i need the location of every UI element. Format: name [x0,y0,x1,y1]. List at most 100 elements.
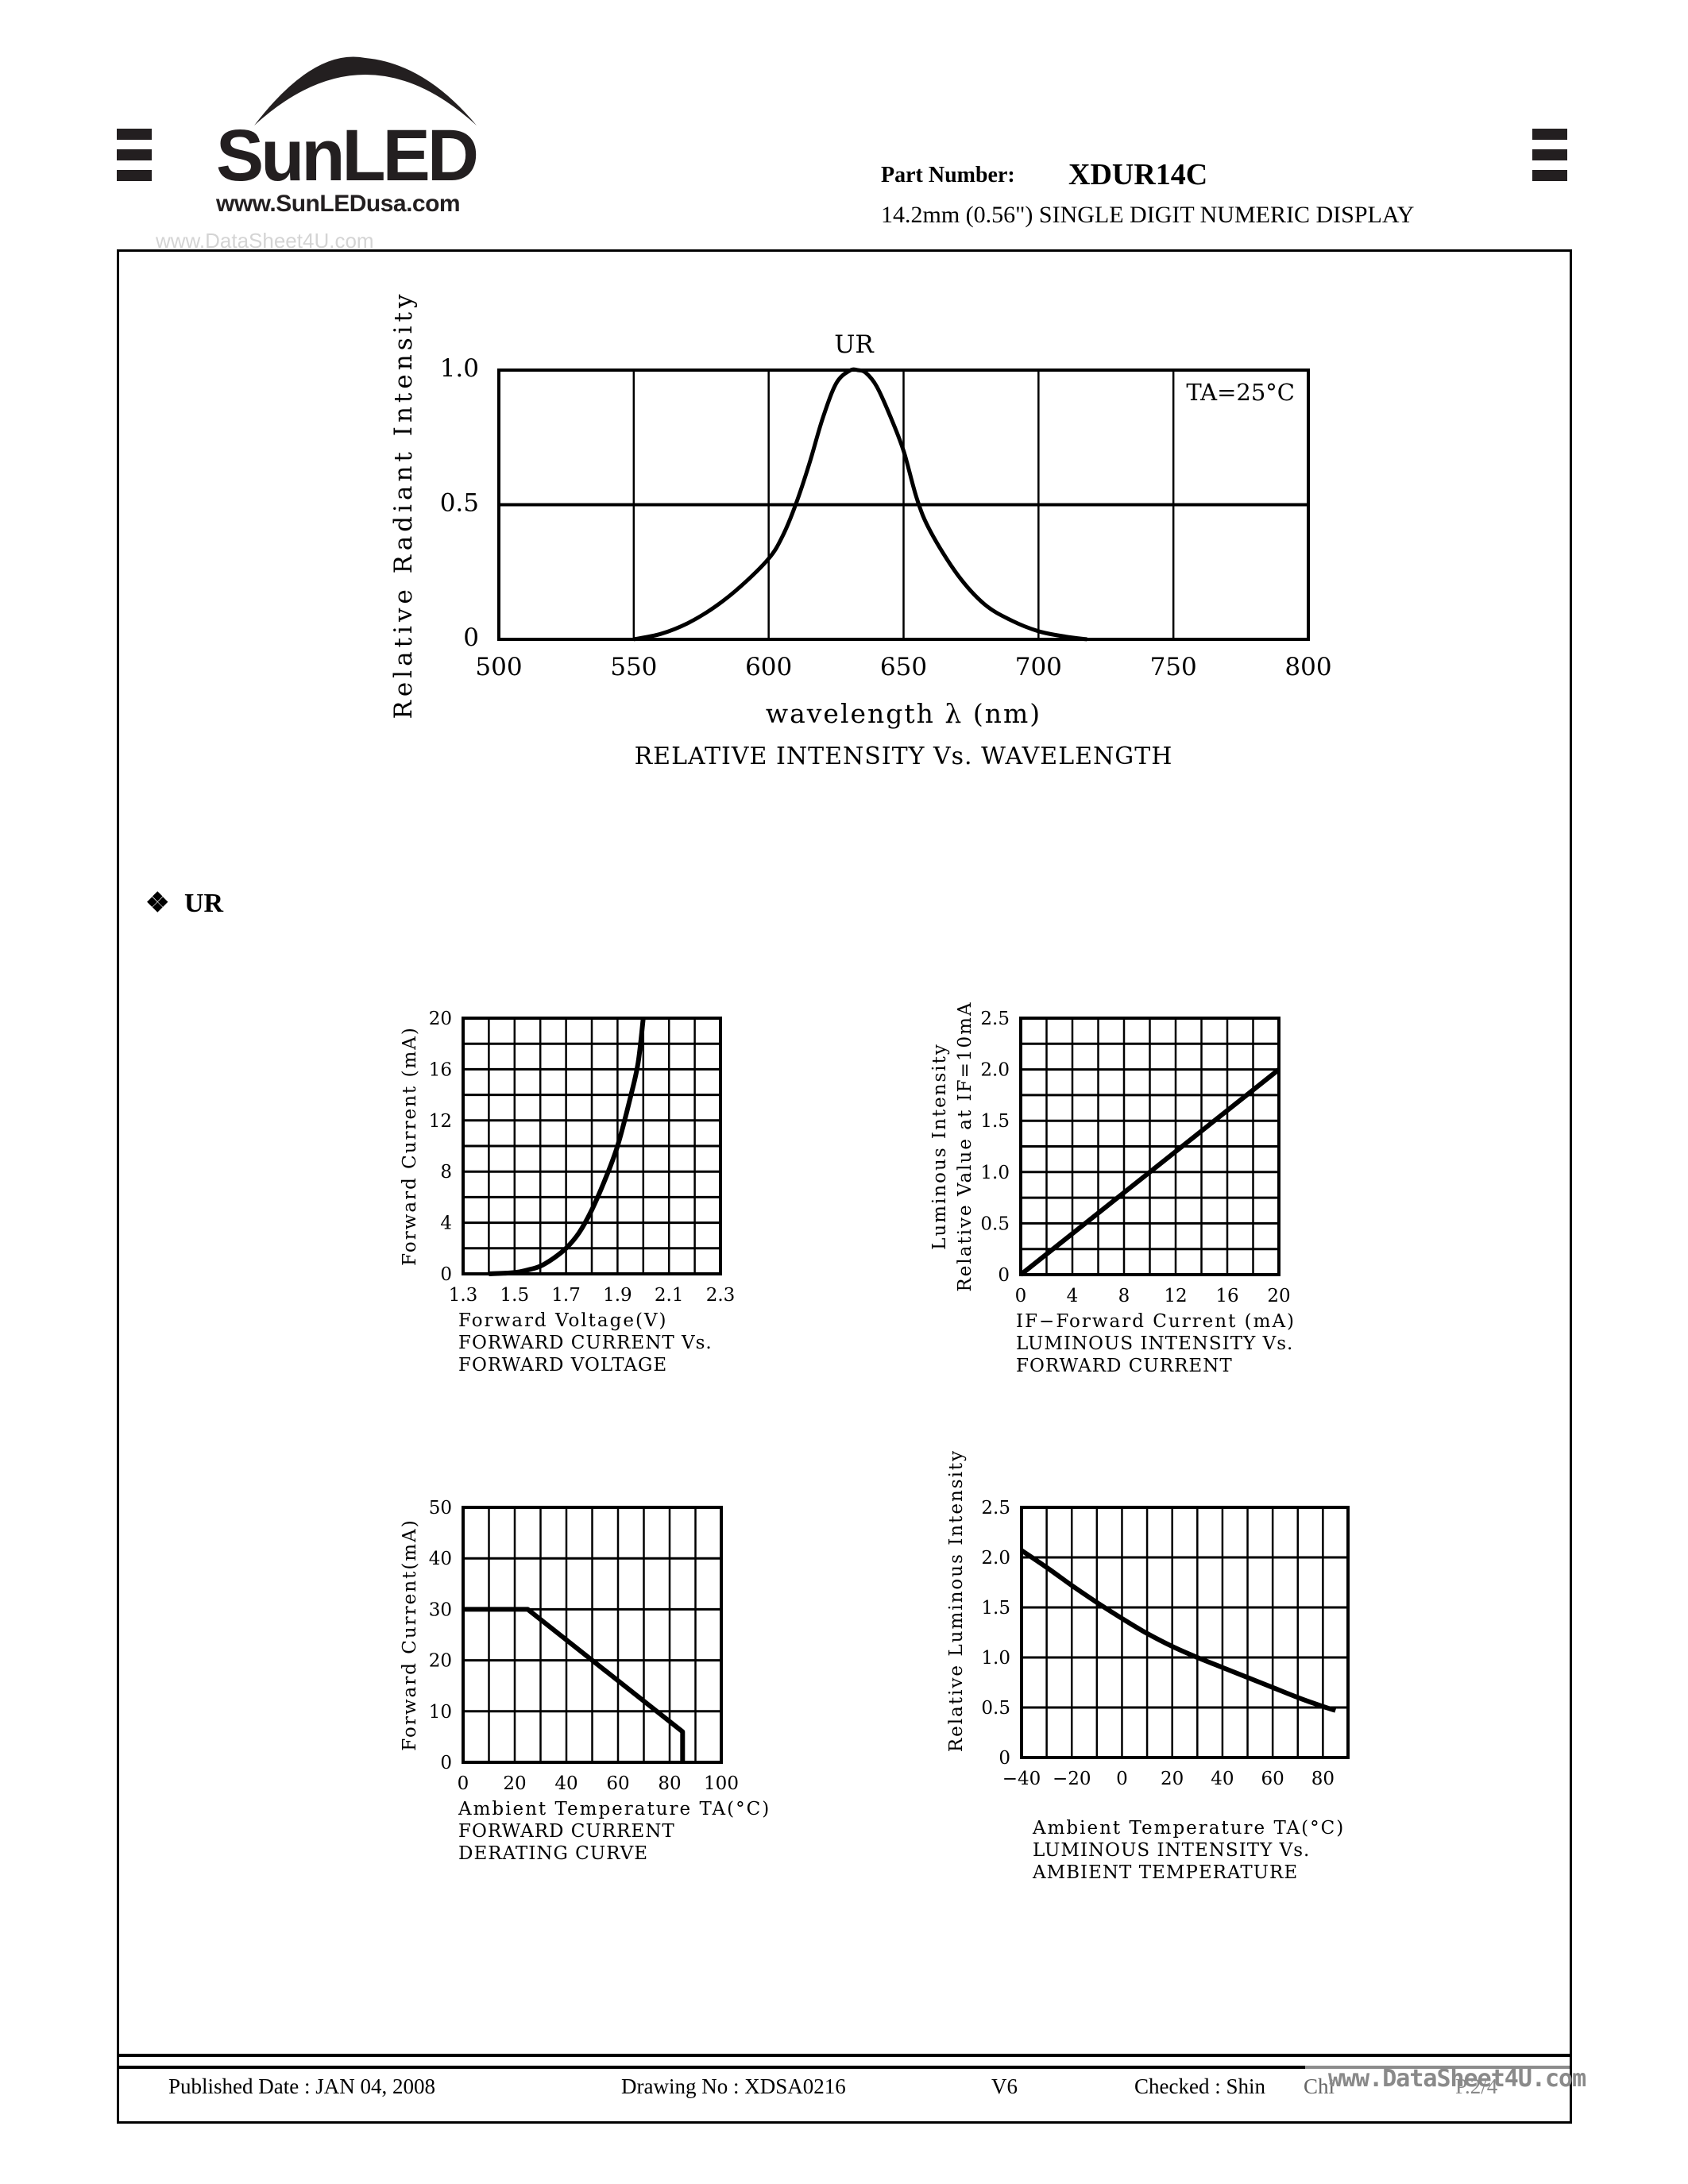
header-mark-right-2 [1532,149,1567,160]
x-tick-label: 80 [658,1773,681,1794]
y-tick-label: 16 [429,1059,452,1080]
y-tick-label: 2.5 [981,1498,1010,1518]
y-tick-label: 0 [999,1748,1010,1769]
part-number: XDUR14C [1068,158,1208,191]
data-curve [463,1607,686,1762]
diamond-bullet-icon: ❖ [145,889,170,918]
y-axis-label: Luminous Intensity [929,1043,950,1250]
y-axis-label: Forward Current (mA) [400,1026,420,1266]
chart-spectrum: 500 550 600 650 700 750 800 0 0.5 1.0 Relative Rad… [389,291,1332,771]
x-tick-label: 40 [554,1773,577,1794]
logo: SunLED [216,115,479,196]
x-tick-label: 12 [1164,1286,1187,1306]
x-tick-label: 20 [1161,1769,1184,1789]
chart-derating: 0 20 40 60 80 100 0 10 20 30 40 50 Forward Current(m… [400,1498,771,1864]
y-axis-label: Forward Current(mA) [400,1518,420,1750]
x-tick-label: 80 [1311,1769,1335,1789]
x-tick-label: 750 [1150,653,1197,681]
header-mark-right-1 [1532,129,1567,140]
y-tick-label: 1.5 [981,1598,1010,1619]
y-tick-label: 2.5 [980,1009,1010,1029]
x-tick-label: 60 [1261,1769,1284,1789]
y-tick-label: 50 [429,1498,452,1518]
drawing-number: Drawing No : XDSA0216 [621,2074,846,2098]
y-tick-label: 4 [440,1214,452,1234]
x-tick-label: 16 [1215,1286,1238,1306]
y-tick-label: 0 [463,623,479,652]
x-tick-label: 2.3 [706,1285,736,1306]
x-tick-label: 8 [1118,1286,1130,1306]
x-axis-label: Ambient Temperature TA(°C) [458,1799,771,1819]
page-frame [117,249,1572,2124]
y-tick-label: 1.0 [440,354,479,383]
x-tick-label: 550 [610,653,657,681]
y-tick-label: 0 [440,1753,452,1773]
y-tick-label: 1.0 [981,1648,1010,1669]
data-curve [489,1017,646,1276]
chart-title: FORWARD VOLTAGE [458,1355,667,1376]
y-tick-label: 20 [429,1651,452,1672]
x-tick-label: 1.9 [603,1285,632,1306]
chart-title: LUMINOUS INTENSITY Vs. [1016,1333,1293,1354]
x-tick-label: 500 [475,653,522,681]
part-number-label: Part Number: [881,163,1015,187]
y-axis-label: Relative Luminous Intensity [946,1449,967,1752]
x-axis-label: Ambient Temperature TA(°C) [1032,1818,1345,1839]
x-tick-label: 800 [1284,653,1331,681]
y-axis-label: Relative Radiant Intensity [389,291,418,720]
x-axis-label: IF−Forward Current (mA) [1016,1311,1296,1332]
section-heading: ❖ UR [145,887,223,919]
chart-title: RELATIVE INTENSITY Vs. WAVELENGTH [635,743,1173,770]
x-tick-label: 1.5 [500,1285,530,1306]
x-tick-label: 600 [745,653,792,681]
chart-title: LUMINOUS INTENSITY Vs. [1033,1840,1310,1861]
x-tick-label: 2.1 [655,1285,684,1306]
logo-arc-icon [254,56,477,125]
chart-title: FORWARD CURRENT Vs. [458,1333,713,1353]
chart-title: AMBIENT TEMPERATURE [1032,1862,1298,1883]
logo-url[interactable]: www.SunLEDusa.com [216,191,461,217]
header-mark-left-3 [117,170,152,181]
data-curve [1020,1548,1337,1713]
y-tick-label: 8 [440,1162,452,1183]
temperature-annotation: TA=25°C [1186,379,1295,406]
chart-title: FORWARD CURRENT [1016,1356,1233,1376]
x-tick-label: 60 [606,1773,629,1794]
header-mark-left-2 [117,149,152,160]
x-tick-label: 1.7 [551,1285,581,1306]
x-tick-label: 20 [1267,1286,1290,1306]
x-tick-label: 100 [704,1773,739,1794]
chart-iv: 1.3 1.5 1.7 1.9 2.1 2.3 0 4 8 12 16 20 Forward Curre… [400,1009,735,1376]
plot-frame [1020,1506,1350,1759]
x-axis-label: wavelength λ (nm) [766,698,1041,729]
y-tick-label: 2.0 [980,1060,1010,1081]
y-tick-label: 30 [429,1599,452,1620]
data-curve [1019,1067,1280,1277]
chart-li: 0 4 8 12 16 20 0 0.5 1.0 1.5 2.0 2.5 Luminous Intens… [929,1001,1296,1376]
y-tick-label: 0 [440,1264,452,1285]
y-tick-label: 0 [998,1265,1010,1286]
x-tick-label: 700 [1015,653,1062,681]
checked-by-suffix: Chi [1304,2074,1335,2098]
data-curve [633,367,1087,642]
x-tick-label: 0 [458,1773,469,1794]
header-mark-left-1 [117,129,152,140]
y-tick-label: 1.5 [980,1111,1010,1132]
chart-lt: −40 −20 0 20 40 60 80 0 0.5 1.0 1.5 2.0 2.5 Relative … [946,1449,1350,1883]
y-tick-label: 0.5 [980,1214,1010,1234]
y-tick-label: 0.5 [440,489,479,518]
x-tick-label: 0 [1116,1769,1128,1789]
page-number: P.2/4 [1455,2074,1498,2098]
x-tick-label: 20 [503,1773,526,1794]
x-tick-label: 1.3 [449,1285,478,1306]
version: V6 [991,2074,1018,2098]
watermark-bottom[interactable]: www.DataSheet4U.com [1328,2065,1586,2093]
plot-frame [462,1506,723,1764]
footer-rule-top [117,2054,1570,2057]
x-tick-label: 0 [1015,1286,1027,1306]
x-tick-label: 650 [880,653,927,681]
y-tick-label: 40 [429,1549,452,1569]
y-tick-label: 12 [429,1111,452,1132]
chart-title: DERATING CURVE [458,1843,648,1864]
